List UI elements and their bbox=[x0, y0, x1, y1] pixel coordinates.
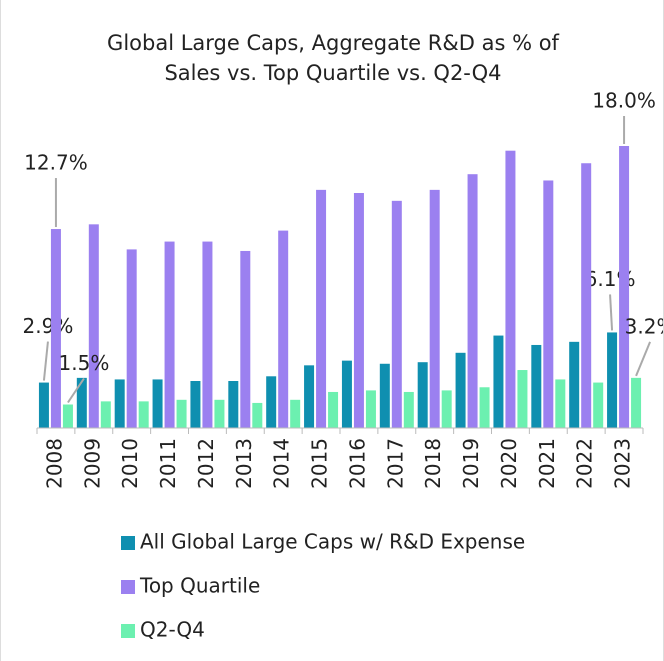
x-tick-label: 2020 bbox=[497, 438, 521, 489]
bar bbox=[126, 249, 137, 428]
bar bbox=[531, 344, 542, 428]
data-label: 2.9% bbox=[23, 314, 74, 338]
bar bbox=[479, 387, 490, 428]
legend-label: Q2-Q4 bbox=[140, 618, 205, 642]
bar bbox=[365, 390, 376, 428]
bar bbox=[607, 332, 618, 428]
bar bbox=[391, 200, 402, 428]
bar bbox=[88, 224, 99, 428]
bar bbox=[164, 241, 175, 428]
x-tick-label: 2023 bbox=[611, 438, 635, 489]
bar bbox=[619, 146, 630, 428]
data-label: 12.7% bbox=[24, 151, 88, 175]
bar bbox=[569, 341, 580, 428]
bar bbox=[304, 365, 315, 428]
bar bbox=[278, 230, 289, 428]
bar bbox=[114, 379, 125, 428]
bar bbox=[176, 399, 187, 428]
bar bbox=[38, 382, 49, 428]
bar bbox=[50, 229, 61, 428]
x-tick-label: 2014 bbox=[270, 438, 294, 489]
x-tick-label: 2009 bbox=[80, 438, 104, 489]
legend-swatch bbox=[121, 580, 135, 594]
bar bbox=[441, 390, 452, 428]
leader-line bbox=[67, 377, 85, 404]
bar bbox=[403, 391, 414, 428]
x-tick-label: 2010 bbox=[118, 438, 142, 489]
bar bbox=[152, 379, 163, 428]
bar bbox=[543, 180, 554, 428]
bar bbox=[228, 381, 239, 428]
bar bbox=[62, 404, 73, 428]
leader-line bbox=[42, 341, 49, 381]
x-tick-label: 2008 bbox=[42, 438, 66, 489]
bar bbox=[341, 360, 352, 428]
bar bbox=[190, 381, 201, 428]
x-tick-label: 2015 bbox=[308, 438, 332, 489]
bar bbox=[100, 401, 111, 428]
bar bbox=[379, 363, 390, 428]
bar bbox=[581, 163, 592, 428]
data-label: 3.2% bbox=[625, 314, 663, 338]
bar bbox=[429, 189, 440, 428]
bar bbox=[214, 399, 225, 428]
bar bbox=[517, 370, 528, 428]
bar bbox=[631, 377, 642, 428]
bar bbox=[290, 399, 301, 428]
legend-label: All Global Large Caps w/ R&D Expense bbox=[140, 530, 525, 554]
bar bbox=[328, 391, 339, 428]
chart-title: Global Large Caps, Aggregate R&D as % of… bbox=[107, 31, 559, 85]
bar bbox=[76, 377, 87, 428]
bar bbox=[417, 362, 428, 428]
leader-line bbox=[609, 294, 614, 331]
bar bbox=[593, 382, 604, 428]
data-label: 18.0% bbox=[592, 89, 656, 113]
bar bbox=[505, 150, 516, 428]
x-tick-label: 2019 bbox=[459, 438, 483, 489]
bar bbox=[493, 335, 504, 428]
leader-line bbox=[635, 341, 651, 377]
bar bbox=[467, 174, 478, 428]
x-tick-label: 2022 bbox=[573, 438, 597, 489]
x-tick-label: 2016 bbox=[345, 438, 369, 489]
legend-label: Top Quartile bbox=[139, 574, 260, 598]
bar bbox=[266, 376, 277, 428]
x-tick-label: 2013 bbox=[232, 438, 256, 489]
bar bbox=[240, 250, 251, 428]
bar bbox=[555, 379, 566, 428]
bar bbox=[202, 241, 213, 428]
x-tick-label: 2021 bbox=[535, 438, 559, 489]
bar bbox=[353, 193, 364, 428]
legend-swatch bbox=[121, 624, 135, 638]
x-tick-label: 2012 bbox=[194, 438, 218, 489]
bar bbox=[455, 352, 466, 428]
legend-swatch bbox=[121, 536, 135, 550]
x-tick-label: 2011 bbox=[156, 438, 180, 489]
bar bbox=[316, 189, 327, 428]
bar bbox=[138, 401, 149, 428]
data-label: 1.5% bbox=[59, 351, 110, 375]
x-tick-label: 2017 bbox=[383, 438, 407, 489]
bar bbox=[252, 402, 263, 428]
x-tick-label: 2018 bbox=[421, 438, 445, 489]
